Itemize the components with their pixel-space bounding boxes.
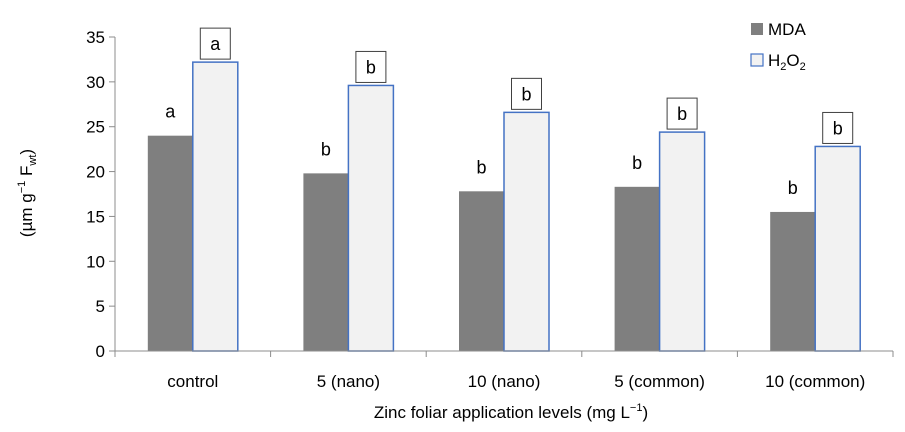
bar-mda bbox=[147, 135, 193, 351]
y-tick-label: 30 bbox=[86, 73, 105, 92]
legend-label-mda: MDA bbox=[768, 20, 806, 39]
letter-box-h2o2 bbox=[511, 77, 542, 110]
letter-label-h2o2: a bbox=[210, 34, 221, 54]
x-tick-label: 5 (common) bbox=[614, 372, 705, 391]
bar-h2o2 bbox=[814, 145, 861, 352]
legend-label-h2o2: H2O2 bbox=[768, 51, 806, 73]
letter-label-mda: b bbox=[632, 153, 642, 173]
x-axis: control 5 (nano) 10 (nano) 5 (common) 10 (co… bbox=[114, 350, 894, 391]
letter-label-h2o2: b bbox=[366, 57, 376, 77]
legend-swatch-h2o2 bbox=[750, 53, 764, 67]
letter-label-h2o2: b bbox=[677, 104, 687, 124]
legend: MDA H2O2 bbox=[750, 20, 806, 73]
x-tick-label: 10 (nano) bbox=[468, 372, 541, 391]
letter-box-h2o2 bbox=[199, 27, 231, 60]
y-axis-title: (µm g−1 Fwt) bbox=[16, 149, 39, 237]
bar-mda bbox=[614, 186, 660, 351]
bar-h2o2 bbox=[503, 111, 550, 352]
y-tick-label: 5 bbox=[96, 297, 105, 316]
legend-h2o2-o: O bbox=[786, 51, 799, 70]
legend-h2o2-h: H bbox=[768, 51, 780, 70]
letter-label-mda: b bbox=[476, 157, 486, 177]
letter-box-h2o2 bbox=[666, 97, 698, 130]
bars bbox=[147, 61, 861, 352]
y-tick-label: 10 bbox=[86, 252, 105, 271]
bar-h2o2 bbox=[347, 84, 395, 352]
legend-h2o2-sub1: 2 bbox=[780, 61, 786, 73]
x-axis-title: Zinc foliar application levels (mg L−1) bbox=[374, 402, 648, 422]
letter-label-mda: b bbox=[788, 178, 798, 198]
bar-h2o2 bbox=[658, 131, 706, 352]
letter-box-h2o2 bbox=[822, 111, 854, 144]
bar-mda bbox=[303, 173, 349, 351]
y-axis: 0 5 10 15 20 25 30 35 bbox=[86, 28, 116, 361]
y-tick-label: 25 bbox=[86, 118, 105, 137]
x-tick-label: 5 (nano) bbox=[317, 372, 380, 391]
y-tick-label: 0 bbox=[96, 342, 105, 361]
x-tick-label: control bbox=[167, 372, 218, 391]
bar-mda bbox=[770, 211, 816, 351]
letter-label-h2o2: b bbox=[833, 118, 843, 138]
significance-letters: a b b b b a b b b b bbox=[165, 27, 854, 198]
y-tick-label: 15 bbox=[86, 207, 105, 226]
legend-h2o2-sub2: 2 bbox=[800, 61, 806, 73]
y-tick-label: 20 bbox=[86, 163, 105, 182]
x-tick-label: 10 (common) bbox=[765, 372, 865, 391]
letter-label-h2o2: b bbox=[521, 84, 531, 104]
bar-mda bbox=[459, 191, 504, 351]
letter-label-mda: a bbox=[165, 102, 176, 122]
letter-box-h2o2 bbox=[355, 50, 387, 83]
letter-label-mda: b bbox=[321, 139, 331, 159]
legend-swatch-mda bbox=[751, 23, 763, 35]
y-tick-label: 35 bbox=[86, 28, 105, 47]
bar-h2o2 bbox=[192, 61, 239, 352]
